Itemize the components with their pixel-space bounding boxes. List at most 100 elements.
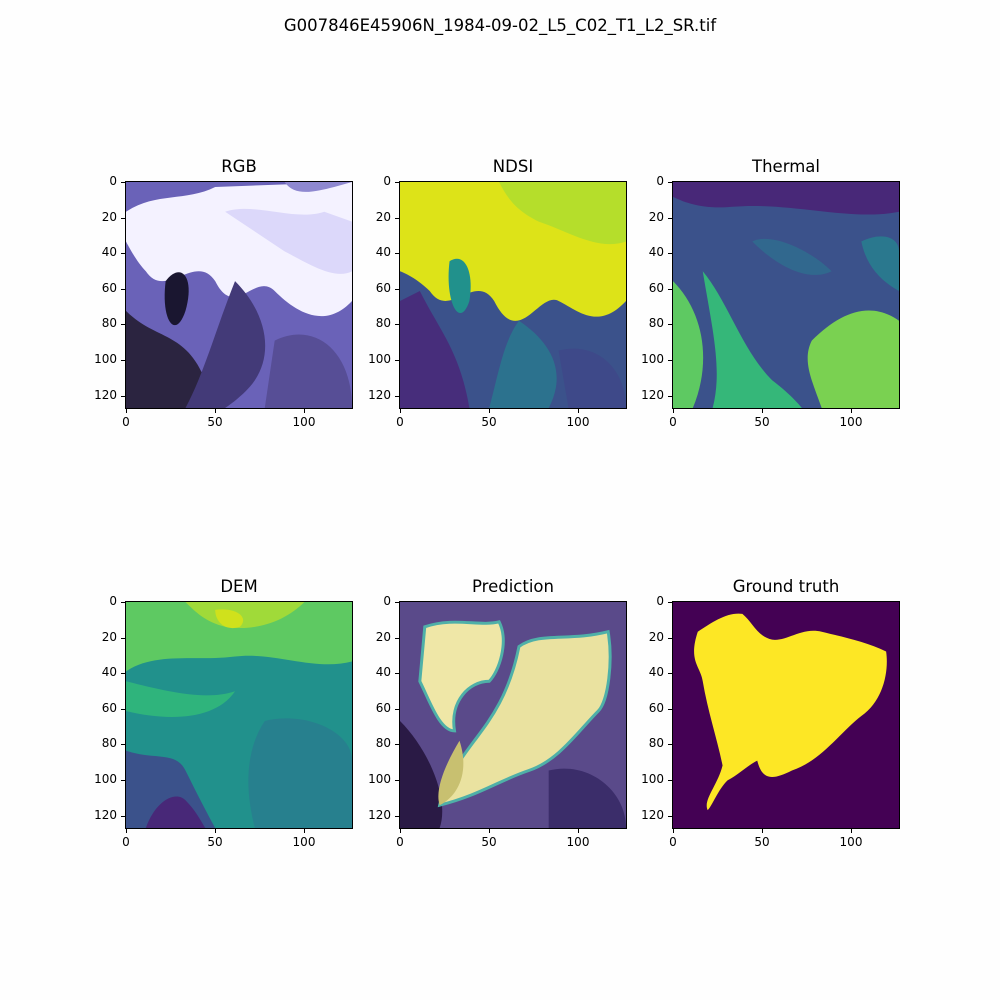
y-tick-mark (395, 182, 399, 183)
y-tick-label: 80 (648, 736, 664, 750)
x-tick-label: 0 (122, 835, 130, 849)
y-tick-mark (395, 602, 399, 603)
y-tick-mark (121, 289, 125, 290)
x-tick-mark (400, 409, 401, 413)
y-tick-mark (668, 673, 672, 674)
y-tick-label: 20 (648, 210, 664, 224)
y-tick-mark (668, 602, 672, 603)
y-tick-label: 80 (648, 316, 664, 330)
y-tick-label: 60 (648, 281, 664, 295)
panel-title-prediction: Prediction (472, 577, 554, 596)
panel-title-ground-truth: Ground truth (732, 577, 840, 596)
y-tick-label: 120 (368, 388, 391, 402)
y-tick-mark (668, 638, 672, 639)
x-tick-mark (304, 829, 305, 833)
x-tick-mark (578, 829, 579, 833)
y-tick-mark (395, 253, 399, 254)
y-tick-mark (121, 602, 125, 603)
x-tick-label: 50 (207, 415, 223, 429)
y-tick-label: 40 (101, 245, 117, 259)
x-tick-label: 100 (566, 835, 590, 849)
y-tick-label: 0 (383, 594, 391, 608)
y-tick-mark (121, 673, 125, 674)
panel-title-thermal: Thermal (752, 157, 820, 176)
y-tick-mark (395, 324, 399, 325)
y-tick-mark (668, 324, 672, 325)
x-tick-mark (304, 409, 305, 413)
y-tick-mark (121, 744, 125, 745)
prediction-image (399, 601, 627, 829)
y-tick-mark (395, 816, 399, 817)
y-tick-mark (395, 289, 399, 290)
y-tick-label: 40 (375, 245, 391, 259)
x-tick-label: 100 (566, 415, 590, 429)
y-tick-label: 0 (656, 594, 664, 608)
y-tick-label: 20 (101, 210, 117, 224)
y-tick-mark (668, 182, 672, 183)
x-tick-mark (215, 829, 216, 833)
y-tick-mark (668, 816, 672, 817)
panel-title-ndsi: NDSI (492, 157, 534, 176)
y-tick-label: 80 (101, 736, 117, 750)
panel-title-dem: DEM (220, 577, 258, 596)
x-tick-label: 0 (396, 835, 404, 849)
y-tick-label: 120 (641, 808, 664, 822)
y-tick-label: 20 (648, 630, 664, 644)
y-tick-label: 20 (375, 630, 391, 644)
y-tick-mark (121, 360, 125, 361)
x-tick-mark (126, 829, 127, 833)
y-tick-label: 20 (101, 630, 117, 644)
x-tick-mark (489, 829, 490, 833)
y-tick-mark (395, 780, 399, 781)
y-tick-mark (121, 182, 125, 183)
y-tick-label: 100 (368, 352, 391, 366)
x-tick-mark (215, 409, 216, 413)
x-tick-mark (578, 409, 579, 413)
y-tick-mark (668, 253, 672, 254)
y-tick-mark (121, 218, 125, 219)
x-tick-mark (762, 829, 763, 833)
x-tick-label: 100 (839, 835, 863, 849)
y-tick-label: 80 (375, 736, 391, 750)
y-tick-mark (121, 324, 125, 325)
y-tick-label: 0 (656, 174, 664, 188)
y-tick-mark (668, 709, 672, 710)
x-tick-label: 50 (481, 415, 497, 429)
y-tick-label: 100 (94, 352, 117, 366)
x-tick-mark (489, 409, 490, 413)
y-tick-mark (121, 780, 125, 781)
y-tick-mark (121, 253, 125, 254)
y-tick-mark (121, 396, 125, 397)
thermal-image (672, 181, 900, 409)
x-tick-label: 100 (292, 415, 316, 429)
y-tick-label: 0 (109, 594, 117, 608)
y-tick-label: 120 (94, 808, 117, 822)
x-tick-label: 50 (754, 835, 770, 849)
y-tick-mark (395, 744, 399, 745)
y-tick-label: 60 (101, 281, 117, 295)
y-tick-label: 100 (368, 772, 391, 786)
x-tick-label: 0 (669, 415, 677, 429)
y-tick-label: 120 (94, 388, 117, 402)
y-tick-label: 40 (375, 665, 391, 679)
y-tick-mark (668, 396, 672, 397)
x-tick-label: 50 (754, 415, 770, 429)
y-tick-label: 120 (368, 808, 391, 822)
x-tick-label: 0 (122, 415, 130, 429)
y-tick-mark (395, 218, 399, 219)
y-tick-mark (668, 780, 672, 781)
y-tick-label: 60 (101, 701, 117, 715)
y-tick-mark (121, 816, 125, 817)
y-tick-label: 60 (648, 701, 664, 715)
y-tick-mark (668, 744, 672, 745)
y-tick-label: 100 (94, 772, 117, 786)
y-tick-label: 60 (375, 281, 391, 295)
y-tick-mark (395, 709, 399, 710)
panel-title-rgb: RGB (221, 157, 257, 176)
x-tick-mark (762, 409, 763, 413)
y-tick-label: 80 (101, 316, 117, 330)
y-tick-mark (668, 218, 672, 219)
y-tick-mark (668, 360, 672, 361)
x-tick-mark (851, 409, 852, 413)
